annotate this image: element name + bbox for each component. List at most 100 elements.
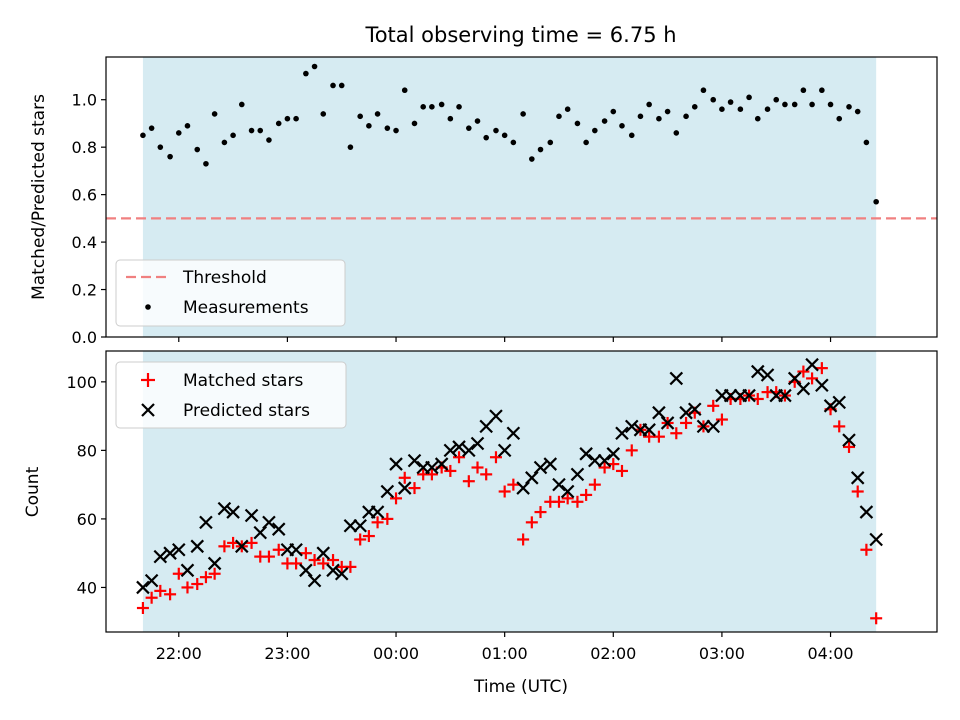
matched-star-point — [136, 602, 149, 615]
predicted-star-point — [815, 378, 829, 393]
predicted-star-point — [343, 518, 358, 533]
predicted-star-point — [533, 460, 548, 475]
matched-star-point — [344, 560, 357, 573]
top-y-axis-label: Matched/Predicted stars — [29, 94, 49, 300]
matched-star-point — [164, 588, 177, 601]
x-axis-label: Time (UTC) — [473, 677, 568, 697]
measurement-point — [303, 70, 309, 77]
top-y-tick-label: 0.0 — [72, 328, 97, 347]
legend-matched-swatch — [141, 373, 155, 387]
predicted-star-point — [832, 395, 847, 410]
measurement-point — [564, 106, 571, 113]
matched-star-point — [552, 495, 565, 508]
predicted-star-point — [470, 436, 485, 451]
bottom-y-tick-label: 100 — [66, 373, 97, 392]
matched-star-point — [680, 416, 693, 429]
matched-star-point — [462, 475, 475, 488]
matched-star-point — [561, 492, 574, 505]
matched-star-point — [615, 464, 628, 477]
bottom-x-axis-ticks: 22:00 23:00 00:00 01:00 02:00 03:00 04:00 — [156, 632, 854, 663]
matched-star-point — [408, 482, 421, 495]
measurement-point — [800, 87, 807, 94]
measurement-point — [846, 104, 852, 110]
measurement-point — [836, 115, 843, 122]
predicted-star-point — [842, 433, 856, 447]
measurement-point — [619, 123, 625, 129]
predicted-star-point — [787, 371, 802, 386]
predicted-star-point — [796, 381, 811, 396]
predicted-star-point — [326, 563, 340, 578]
predicted-star-point — [850, 471, 865, 485]
top-y-tick-label: 0.8 — [72, 138, 97, 157]
matched-star-point — [498, 485, 511, 498]
predicted-star-point — [489, 409, 503, 423]
measurement-point — [366, 123, 372, 129]
measurement-point — [275, 120, 282, 127]
predicted-star-point — [543, 457, 558, 471]
top-y-axis-ticks: 0.0 0.2 0.4 0.6 0.8 1.0 — [72, 91, 106, 347]
predicted-star-point — [462, 443, 476, 458]
predicted-star-point — [380, 484, 395, 499]
legend-threshold-label: Threshold — [182, 268, 267, 288]
top-y-tick-label: 1.0 — [72, 91, 97, 110]
matched-star-point — [327, 554, 340, 567]
predicted-star-point — [334, 566, 349, 581]
predicted-star-point — [497, 443, 512, 458]
measurement-point — [547, 139, 554, 146]
measurement-point — [140, 132, 146, 139]
legend-predicted-label: Predicted stars — [183, 401, 310, 421]
predicted-star-point — [570, 467, 585, 482]
measurement-point — [746, 94, 752, 101]
predicted-star-point — [579, 447, 593, 461]
bottom-x-tick-label: 02:00 — [590, 644, 636, 663]
measurement-point — [238, 101, 245, 108]
matched-star-point — [444, 464, 457, 477]
predicted-star-point — [443, 443, 458, 458]
bottom-x-tick-label: 01:00 — [482, 644, 528, 663]
predicted-star-point — [479, 419, 493, 434]
top-y-tick-label: 0.6 — [72, 186, 97, 205]
bottom-x-tick-label: 22:00 — [156, 644, 202, 663]
predicted-star-point — [615, 426, 629, 441]
predicted-star-point — [226, 505, 240, 519]
predicted-star-point — [660, 416, 675, 430]
measurement-point — [520, 111, 526, 117]
measurement-point — [429, 104, 435, 110]
matched-star-point — [806, 372, 819, 385]
measurement-point — [447, 115, 454, 122]
matched-star-point — [517, 533, 530, 546]
matched-star-point — [625, 444, 638, 457]
matched-star-point — [218, 540, 231, 553]
measurement-point — [646, 101, 652, 108]
measurement-point — [691, 104, 698, 110]
measurement-point — [592, 127, 598, 134]
measurement-point — [583, 139, 589, 146]
measurement-point — [175, 130, 182, 136]
bottom-legend: Matched stars Predicted stars — [115, 361, 347, 429]
legend-measurements-swatch — [145, 304, 151, 310]
matched-star-point — [390, 492, 403, 505]
measurement-point — [374, 111, 381, 117]
measurement-point — [266, 137, 272, 143]
predicted-star-point — [253, 525, 268, 540]
predicted-star-point — [687, 402, 702, 417]
bottom-y-tick-label: 40 — [77, 578, 97, 597]
measurement-point — [393, 127, 399, 134]
matched-star-point — [489, 451, 502, 464]
measurement-point — [493, 127, 499, 134]
matched-star-point — [471, 461, 484, 474]
measurement-point — [230, 132, 236, 139]
measurement-point — [737, 106, 744, 113]
predicted-star-point — [370, 505, 385, 519]
measurement-point — [710, 96, 717, 103]
legend-predicted-swatch — [141, 403, 155, 417]
predicted-star-point — [244, 508, 259, 523]
measurement-point — [257, 127, 264, 134]
measurement-point — [483, 134, 489, 141]
measurement-point — [347, 144, 354, 150]
top-panel: 0.0 0.2 0.4 0.6 0.8 1.0 Matched/Predicted sta… — [29, 56, 938, 347]
bottom-x-tick-label: 03:00 — [699, 644, 745, 663]
predicted-star-point — [606, 447, 621, 461]
matched-star-point — [525, 516, 538, 529]
measurement-point — [203, 160, 209, 167]
